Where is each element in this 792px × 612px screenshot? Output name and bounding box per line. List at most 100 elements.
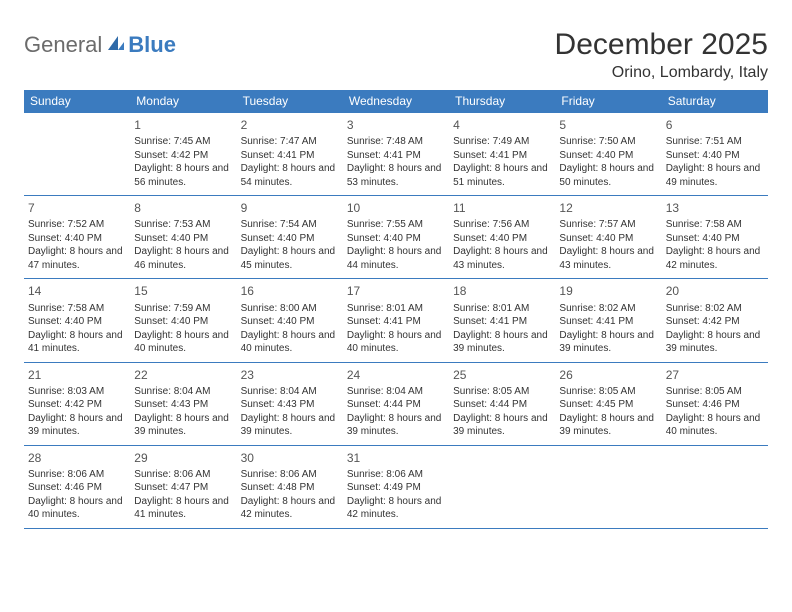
day-number: 22	[134, 367, 232, 383]
sunset-line: Sunset: 4:42 PM	[666, 315, 764, 329]
daylight-line: Daylight: 8 hours and 56 minutes.	[134, 162, 232, 189]
sunset-line: Sunset: 4:42 PM	[28, 398, 126, 412]
daylight-line: Daylight: 8 hours and 39 minutes.	[453, 412, 551, 439]
sunrise-line: Sunrise: 8:05 AM	[559, 385, 657, 399]
day-number: 16	[241, 283, 339, 299]
day-cell: 16Sunrise: 8:00 AMSunset: 4:40 PMDayligh…	[237, 279, 343, 361]
sunset-line: Sunset: 4:40 PM	[347, 232, 445, 246]
sunrise-line: Sunrise: 7:56 AM	[453, 218, 551, 232]
sunset-line: Sunset: 4:46 PM	[28, 481, 126, 495]
day-cell: 12Sunrise: 7:57 AMSunset: 4:40 PMDayligh…	[555, 196, 661, 278]
day-number: 18	[453, 283, 551, 299]
day-cell: 2Sunrise: 7:47 AMSunset: 4:41 PMDaylight…	[237, 113, 343, 195]
sunrise-line: Sunrise: 8:06 AM	[28, 468, 126, 482]
sunset-line: Sunset: 4:44 PM	[347, 398, 445, 412]
daylight-line: Daylight: 8 hours and 42 minutes.	[241, 495, 339, 522]
day-number: 29	[134, 450, 232, 466]
sunset-line: Sunset: 4:40 PM	[559, 149, 657, 163]
sunset-line: Sunset: 4:40 PM	[134, 315, 232, 329]
sunrise-line: Sunrise: 8:06 AM	[134, 468, 232, 482]
day-cell: 1Sunrise: 7:45 AMSunset: 4:42 PMDaylight…	[130, 113, 236, 195]
weekday-header: Tuesday	[237, 90, 343, 113]
sunset-line: Sunset: 4:49 PM	[347, 481, 445, 495]
sunrise-line: Sunrise: 8:04 AM	[134, 385, 232, 399]
sunrise-line: Sunrise: 7:48 AM	[347, 135, 445, 149]
day-number: 7	[28, 200, 126, 216]
sunset-line: Sunset: 4:43 PM	[134, 398, 232, 412]
week-row: 21Sunrise: 8:03 AMSunset: 4:42 PMDayligh…	[24, 363, 768, 446]
day-cell: 31Sunrise: 8:06 AMSunset: 4:49 PMDayligh…	[343, 446, 449, 528]
location: Orino, Lombardy, Italy	[555, 64, 768, 82]
logo-text-2: Blue	[128, 32, 176, 58]
daylight-line: Daylight: 8 hours and 39 minutes.	[666, 329, 764, 356]
sunrise-line: Sunrise: 8:04 AM	[347, 385, 445, 399]
daylight-line: Daylight: 8 hours and 39 minutes.	[134, 412, 232, 439]
weeks-container: 1Sunrise: 7:45 AMSunset: 4:42 PMDaylight…	[24, 113, 768, 529]
day-number: 6	[666, 117, 764, 133]
day-cell: 21Sunrise: 8:03 AMSunset: 4:42 PMDayligh…	[24, 363, 130, 445]
sunrise-line: Sunrise: 8:05 AM	[666, 385, 764, 399]
day-number: 27	[666, 367, 764, 383]
sunrise-line: Sunrise: 7:52 AM	[28, 218, 126, 232]
sunset-line: Sunset: 4:47 PM	[134, 481, 232, 495]
day-cell: 27Sunrise: 8:05 AMSunset: 4:46 PMDayligh…	[662, 363, 768, 445]
daylight-line: Daylight: 8 hours and 39 minutes.	[453, 329, 551, 356]
day-cell: 4Sunrise: 7:49 AMSunset: 4:41 PMDaylight…	[449, 113, 555, 195]
day-number: 13	[666, 200, 764, 216]
daylight-line: Daylight: 8 hours and 40 minutes.	[28, 495, 126, 522]
week-row: 14Sunrise: 7:58 AMSunset: 4:40 PMDayligh…	[24, 279, 768, 362]
sunset-line: Sunset: 4:40 PM	[241, 315, 339, 329]
sunrise-line: Sunrise: 7:47 AM	[241, 135, 339, 149]
day-cell: 15Sunrise: 7:59 AMSunset: 4:40 PMDayligh…	[130, 279, 236, 361]
sunset-line: Sunset: 4:41 PM	[453, 149, 551, 163]
logo-text-1: General	[24, 32, 102, 58]
day-cell: 30 Sunrise: 8:06 AMSunset: 4:48 PMDayligh…	[237, 446, 343, 528]
daylight-line: Daylight: 8 hours and 45 minutes.	[241, 245, 339, 272]
day-number: 3	[347, 117, 445, 133]
sunrise-line: Sunrise: 8:03 AM	[28, 385, 126, 399]
sunset-line: Sunset: 4:48 PM	[241, 481, 339, 495]
day-cell: 14Sunrise: 7:58 AMSunset: 4:40 PMDayligh…	[24, 279, 130, 361]
day-number: 30	[241, 450, 339, 466]
day-cell: 3Sunrise: 7:48 AMSunset: 4:41 PMDaylight…	[343, 113, 449, 195]
weekday-header: Monday	[130, 90, 236, 113]
month-title: December 2025	[555, 28, 768, 62]
sunset-line: Sunset: 4:40 PM	[666, 232, 764, 246]
daylight-line: Daylight: 8 hours and 40 minutes.	[241, 329, 339, 356]
sunset-line: Sunset: 4:41 PM	[347, 315, 445, 329]
sunrise-line: Sunrise: 8:01 AM	[453, 302, 551, 316]
day-cell: 20Sunrise: 8:02 AMSunset: 4:42 PMDayligh…	[662, 279, 768, 361]
day-number: 15	[134, 283, 232, 299]
daylight-line: Daylight: 8 hours and 39 minutes.	[559, 412, 657, 439]
day-cell	[24, 113, 130, 195]
day-number: 31	[347, 450, 445, 466]
sunrise-line: Sunrise: 8:06 AM	[241, 468, 339, 482]
week-row: 28Sunrise: 8:06 AMSunset: 4:46 PMDayligh…	[24, 446, 768, 529]
day-cell: 18Sunrise: 8:01 AMSunset: 4:41 PMDayligh…	[449, 279, 555, 361]
sunrise-line: Sunrise: 7:45 AM	[134, 135, 232, 149]
daylight-line: Daylight: 8 hours and 47 minutes.	[28, 245, 126, 272]
day-number: 1	[134, 117, 232, 133]
sunrise-line: Sunrise: 8:02 AM	[559, 302, 657, 316]
day-number: 19	[559, 283, 657, 299]
sunset-line: Sunset: 4:40 PM	[559, 232, 657, 246]
daylight-line: Daylight: 8 hours and 42 minutes.	[347, 495, 445, 522]
day-number: 23	[241, 367, 339, 383]
sunset-line: Sunset: 4:41 PM	[559, 315, 657, 329]
day-number: 12	[559, 200, 657, 216]
day-cell: 13Sunrise: 7:58 AMSunset: 4:40 PMDayligh…	[662, 196, 768, 278]
sunset-line: Sunset: 4:40 PM	[28, 232, 126, 246]
daylight-line: Daylight: 8 hours and 39 minutes.	[347, 412, 445, 439]
weekday-header: Sunday	[24, 90, 130, 113]
weekday-header: Friday	[555, 90, 661, 113]
day-number: 9	[241, 200, 339, 216]
daylight-line: Daylight: 8 hours and 43 minutes.	[453, 245, 551, 272]
sunrise-line: Sunrise: 7:49 AM	[453, 135, 551, 149]
sunrise-line: Sunrise: 8:02 AM	[666, 302, 764, 316]
daylight-line: Daylight: 8 hours and 39 minutes.	[559, 329, 657, 356]
day-number: 14	[28, 283, 126, 299]
day-number: 4	[453, 117, 551, 133]
sunrise-line: Sunrise: 8:04 AM	[241, 385, 339, 399]
daylight-line: Daylight: 8 hours and 40 minutes.	[666, 412, 764, 439]
day-cell: 5Sunrise: 7:50 AMSunset: 4:40 PMDaylight…	[555, 113, 661, 195]
